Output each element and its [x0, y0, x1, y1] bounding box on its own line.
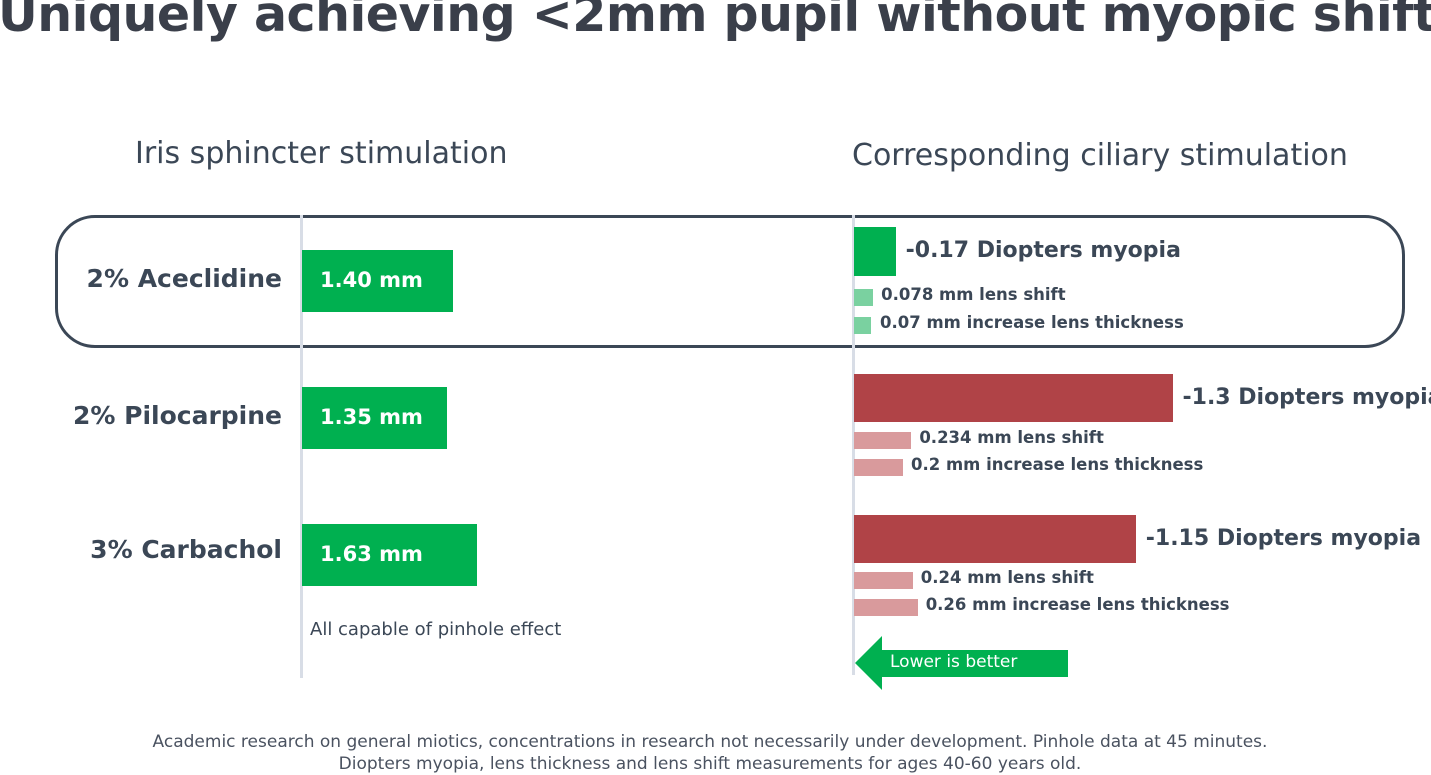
lens-thickness-bar-aceclidine — [854, 317, 872, 334]
lens-thickness-bar-pilocarpine — [854, 459, 903, 476]
lower-is-better-arrow-icon — [855, 636, 1068, 690]
pinhole-note: All capable of pinhole effect — [310, 619, 562, 640]
myopia-bar-carbachol — [854, 515, 1136, 563]
row-label-aceclidine: 2% Aceclidine — [86, 264, 282, 293]
lens-shift-label-pilocarpine: 0.234 mm lens shift — [919, 428, 1104, 447]
right-chart-header: Corresponding ciliary stimulation — [852, 138, 1348, 173]
left-axis-line — [300, 215, 303, 678]
myopia-label-pilocarpine: -1.3 Diopters myopia — [1182, 385, 1431, 410]
pupil-bar-carbachol — [302, 524, 478, 586]
myopia-label-aceclidine: -0.17 Diopters myopia — [905, 238, 1181, 263]
footnote: Academic research on general miotics, co… — [152, 732, 1268, 774]
page-title: Uniquely achieving <2mm pupil without my… — [0, 0, 1431, 43]
lens-thickness-bar-carbachol — [854, 599, 918, 616]
lens-thickness-label-carbachol: 0.26 mm increase lens thickness — [925, 595, 1230, 614]
right-axis-line — [852, 215, 855, 675]
myopia-bar-aceclidine — [854, 227, 896, 276]
row-label-carbachol: 3% Carbachol — [90, 535, 282, 564]
lens-shift-bar-carbachol — [854, 572, 913, 589]
lens-thickness-label-aceclidine: 0.07 mm increase lens thickness — [880, 313, 1184, 332]
pupil-bar-label-aceclidine: 1.40 mm — [320, 268, 423, 292]
lens-shift-bar-pilocarpine — [854, 432, 912, 449]
pupil-bar-aceclidine — [302, 250, 453, 312]
pupil-bar-label-carbachol: 1.63 mm — [320, 542, 423, 566]
highlight-box-aceclidine — [55, 215, 1405, 348]
lens-shift-label-carbachol: 0.24 mm lens shift — [920, 568, 1094, 587]
lower-is-better-label: Lower is better — [890, 652, 1018, 672]
row-label-pilocarpine: 2% Pilocarpine — [72, 401, 282, 430]
lens-shift-bar-aceclidine — [854, 289, 874, 306]
lens-shift-label-aceclidine: 0.078 mm lens shift — [881, 285, 1066, 304]
myopia-label-carbachol: -1.15 Diopters myopia — [1145, 526, 1422, 551]
myopia-bar-pilocarpine — [854, 374, 1173, 422]
lens-thickness-label-pilocarpine: 0.2 mm increase lens thickness — [911, 455, 1204, 474]
pupil-bar-label-pilocarpine: 1.35 mm — [320, 405, 423, 429]
pupil-bar-pilocarpine — [302, 387, 448, 449]
left-chart-header: Iris sphincter stimulation — [135, 136, 508, 171]
